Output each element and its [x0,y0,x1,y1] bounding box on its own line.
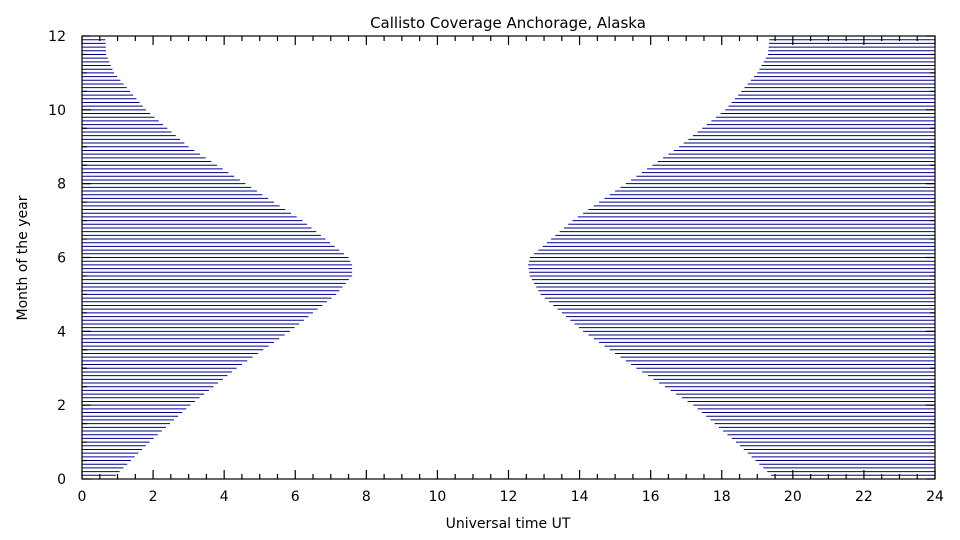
coverage-region-right [528,35,935,480]
y-tick-label: 8 [57,177,66,193]
y-tick-label: 12 [48,29,66,45]
x-tick-label: 8 [362,489,371,505]
x-tick-label: 16 [642,489,660,505]
y-tick-label: 6 [57,251,66,267]
axis-ticks [81,35,936,480]
x-tick-label: 18 [713,489,731,505]
x-tick-label: 12 [500,489,518,505]
y-axis-label: Month of the year [15,195,31,320]
x-tick-label: 0 [78,489,87,505]
x-tick-label: 6 [291,489,300,505]
y-tick-label: 0 [57,472,66,488]
x-tick-label: 4 [220,489,229,505]
y-tick-label: 4 [57,324,66,340]
y-tick-label: 10 [48,103,66,119]
x-tick-label: 24 [926,489,944,505]
x-axis-label: Universal time UT [446,516,571,532]
y-tick-label: 2 [57,398,66,414]
chart-title: Callisto Coverage Anchorage, Alaska [370,14,646,32]
x-tick-label: 2 [149,489,158,505]
x-tick-label: 14 [571,489,589,505]
coverage-fill [82,35,935,480]
x-tick-label: 20 [784,489,802,505]
x-tick-label: 10 [429,489,447,505]
coverage-region-left [82,35,353,480]
x-tick-label: 22 [855,489,873,505]
